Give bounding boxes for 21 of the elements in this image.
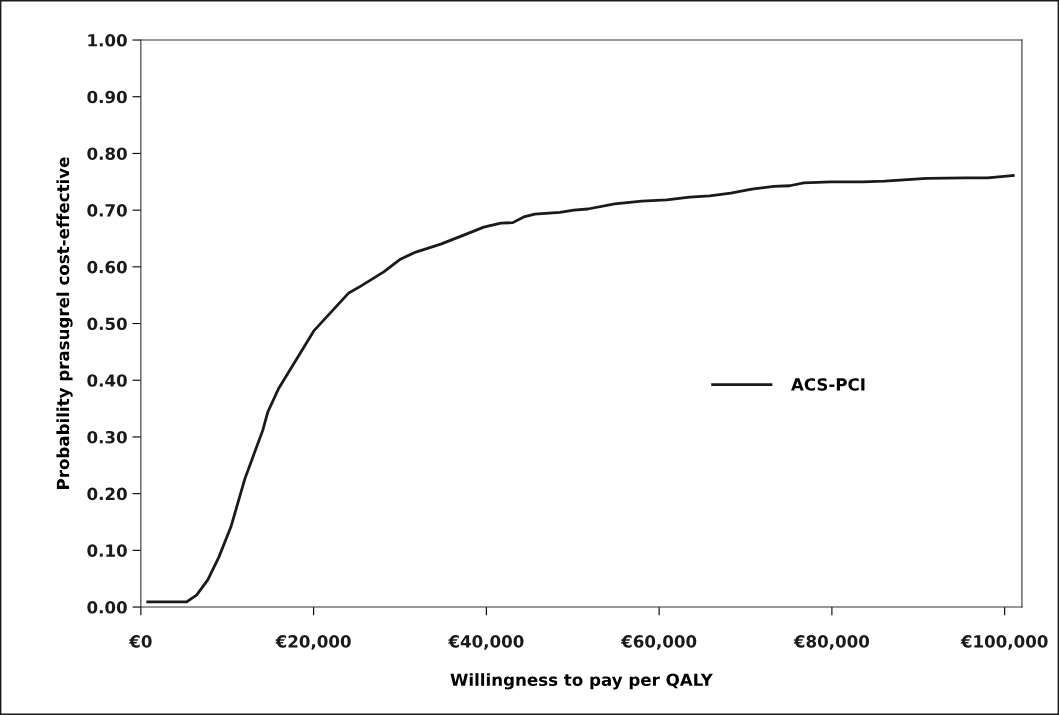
y-tick-label: 0.70	[87, 204, 127, 217]
line-series	[146, 174, 1015, 604]
x-tick-label: €0	[128, 635, 152, 648]
x-tick-label: €20,000	[275, 635, 351, 650]
y-tick-label: 0.60	[87, 260, 127, 274]
x-axis-title: Willingness to pay per QALY	[450, 673, 713, 690]
y-tick-label: 0.80	[87, 147, 127, 161]
y-tick-label: 1.00	[88, 34, 127, 47]
x-tick-label: €60,000	[620, 635, 697, 650]
x-tick-label: €40,000	[448, 635, 524, 650]
y-tick-label: 0.50	[87, 317, 127, 331]
y-axis-title: Probability prasugrel cost-effective	[56, 157, 73, 489]
y-tick-label: 0.30	[87, 430, 127, 444]
y-tick-label: 0.00	[87, 601, 127, 614]
x-tick-label: €100,000	[960, 635, 1048, 650]
legend-label: ACS-PCI	[791, 378, 865, 391]
y-tick-label: 0.90	[87, 90, 127, 104]
y-tick-label: 0.10	[87, 544, 127, 557]
y-tick-label: 0.40	[87, 374, 127, 387]
y-tick-label: 0.20	[87, 487, 127, 501]
x-tick-label: €80,000	[793, 635, 870, 650]
